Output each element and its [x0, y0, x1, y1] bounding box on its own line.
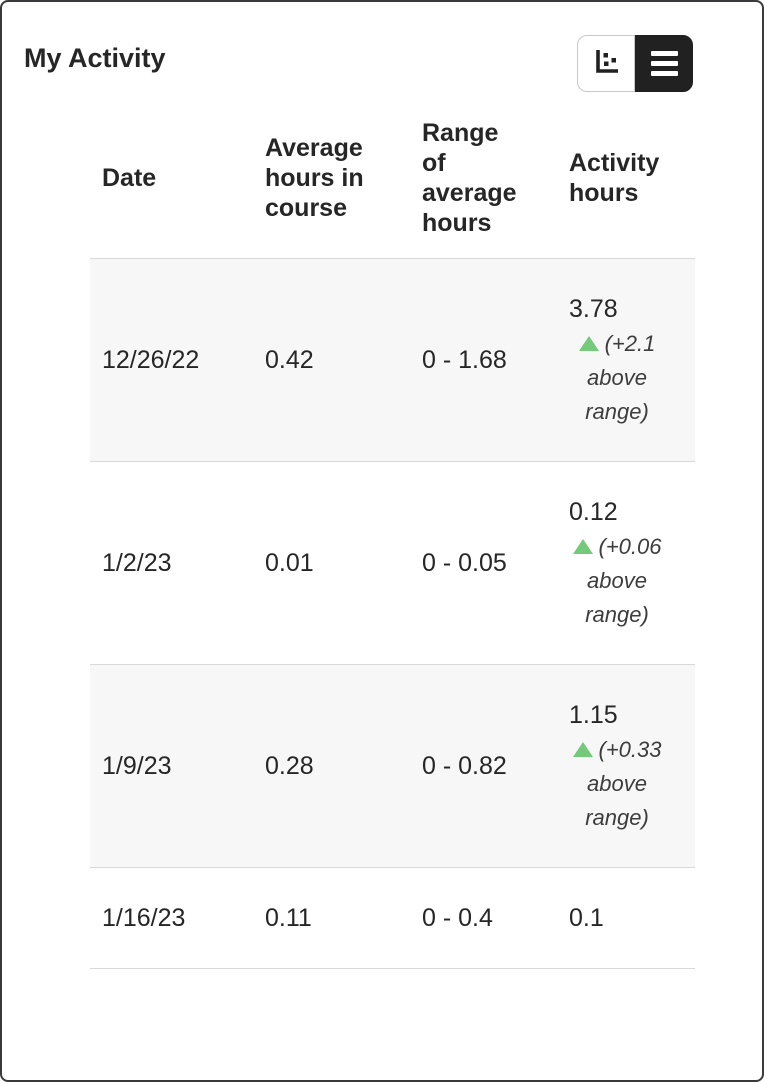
activity-delta-text: (+0.33 above range): [585, 737, 662, 830]
column-header-range: Range of average hours: [422, 119, 517, 237]
table-row: 1/2/23 0.01 0 - 0.05 0.12 (+0.06 above r…: [90, 462, 695, 665]
date-cell: 1/16/23: [102, 904, 186, 932]
activity-value: 0.1: [569, 904, 604, 932]
chart-view-button[interactable]: [577, 35, 635, 92]
table-row: 12/26/22 0.42 0 - 1.68 3.78 (+2.1 above …: [90, 259, 695, 462]
activity-cell: 0.1: [557, 900, 677, 936]
avg-hours-cell: 0.11: [265, 904, 312, 932]
activity-value: 0.12: [569, 498, 618, 526]
view-toggle: [577, 35, 693, 92]
column-header-activity-hours: Activity hours: [569, 149, 660, 207]
range-cell: 0 - 0.82: [422, 752, 507, 780]
up-triangle-icon: [572, 742, 593, 757]
range-cell: 0 - 1.68: [422, 346, 507, 374]
up-triangle-icon: [578, 336, 599, 351]
table-row: 1/9/23 0.28 0 - 0.82 1.15 (+0.33 above r…: [90, 665, 695, 868]
activity-cell: 0.12 (+0.06 above range): [557, 494, 677, 632]
date-cell: 1/9/23: [102, 752, 172, 780]
avg-hours-cell: 0.42: [265, 346, 314, 374]
table-view-button[interactable]: [635, 35, 693, 92]
date-cell: 1/2/23: [102, 549, 172, 577]
date-cell: 12/26/22: [102, 346, 200, 374]
avg-hours-cell: 0.28: [265, 752, 314, 780]
avg-hours-cell: 0.01: [265, 549, 314, 577]
table-row: 1/16/23 0.11 0 - 0.4 0.1: [90, 868, 695, 969]
up-triangle-icon: [572, 539, 593, 554]
activity-table: Date Average hours in course Range of av…: [90, 98, 695, 969]
page-title: My Activity: [24, 43, 166, 73]
range-cell: 0 - 0.4: [422, 904, 493, 932]
activity-value: 1.15: [569, 701, 618, 729]
activity-delta: (+0.06 above range): [569, 530, 665, 632]
scatter-chart-icon: [590, 46, 622, 81]
activity-cell: 1.15 (+0.33 above range): [557, 697, 677, 835]
activity-delta-text: (+2.1 above range): [585, 331, 656, 424]
table-header-row: Date Average hours in course Range of av…: [90, 98, 695, 259]
activity-delta: (+2.1 above range): [569, 327, 665, 429]
activity-value: 3.78: [569, 295, 618, 323]
column-header-average-hours: Average hours in course: [265, 134, 364, 222]
activity-delta-text: (+0.06 above range): [585, 534, 662, 627]
column-header-date: Date: [102, 164, 157, 192]
activity-delta: (+0.33 above range): [569, 733, 665, 835]
panel-header: My Activity: [2, 2, 762, 98]
list-icon: [650, 51, 678, 76]
range-cell: 0 - 0.05: [422, 549, 507, 577]
activity-cell: 3.78 (+2.1 above range): [557, 291, 677, 429]
